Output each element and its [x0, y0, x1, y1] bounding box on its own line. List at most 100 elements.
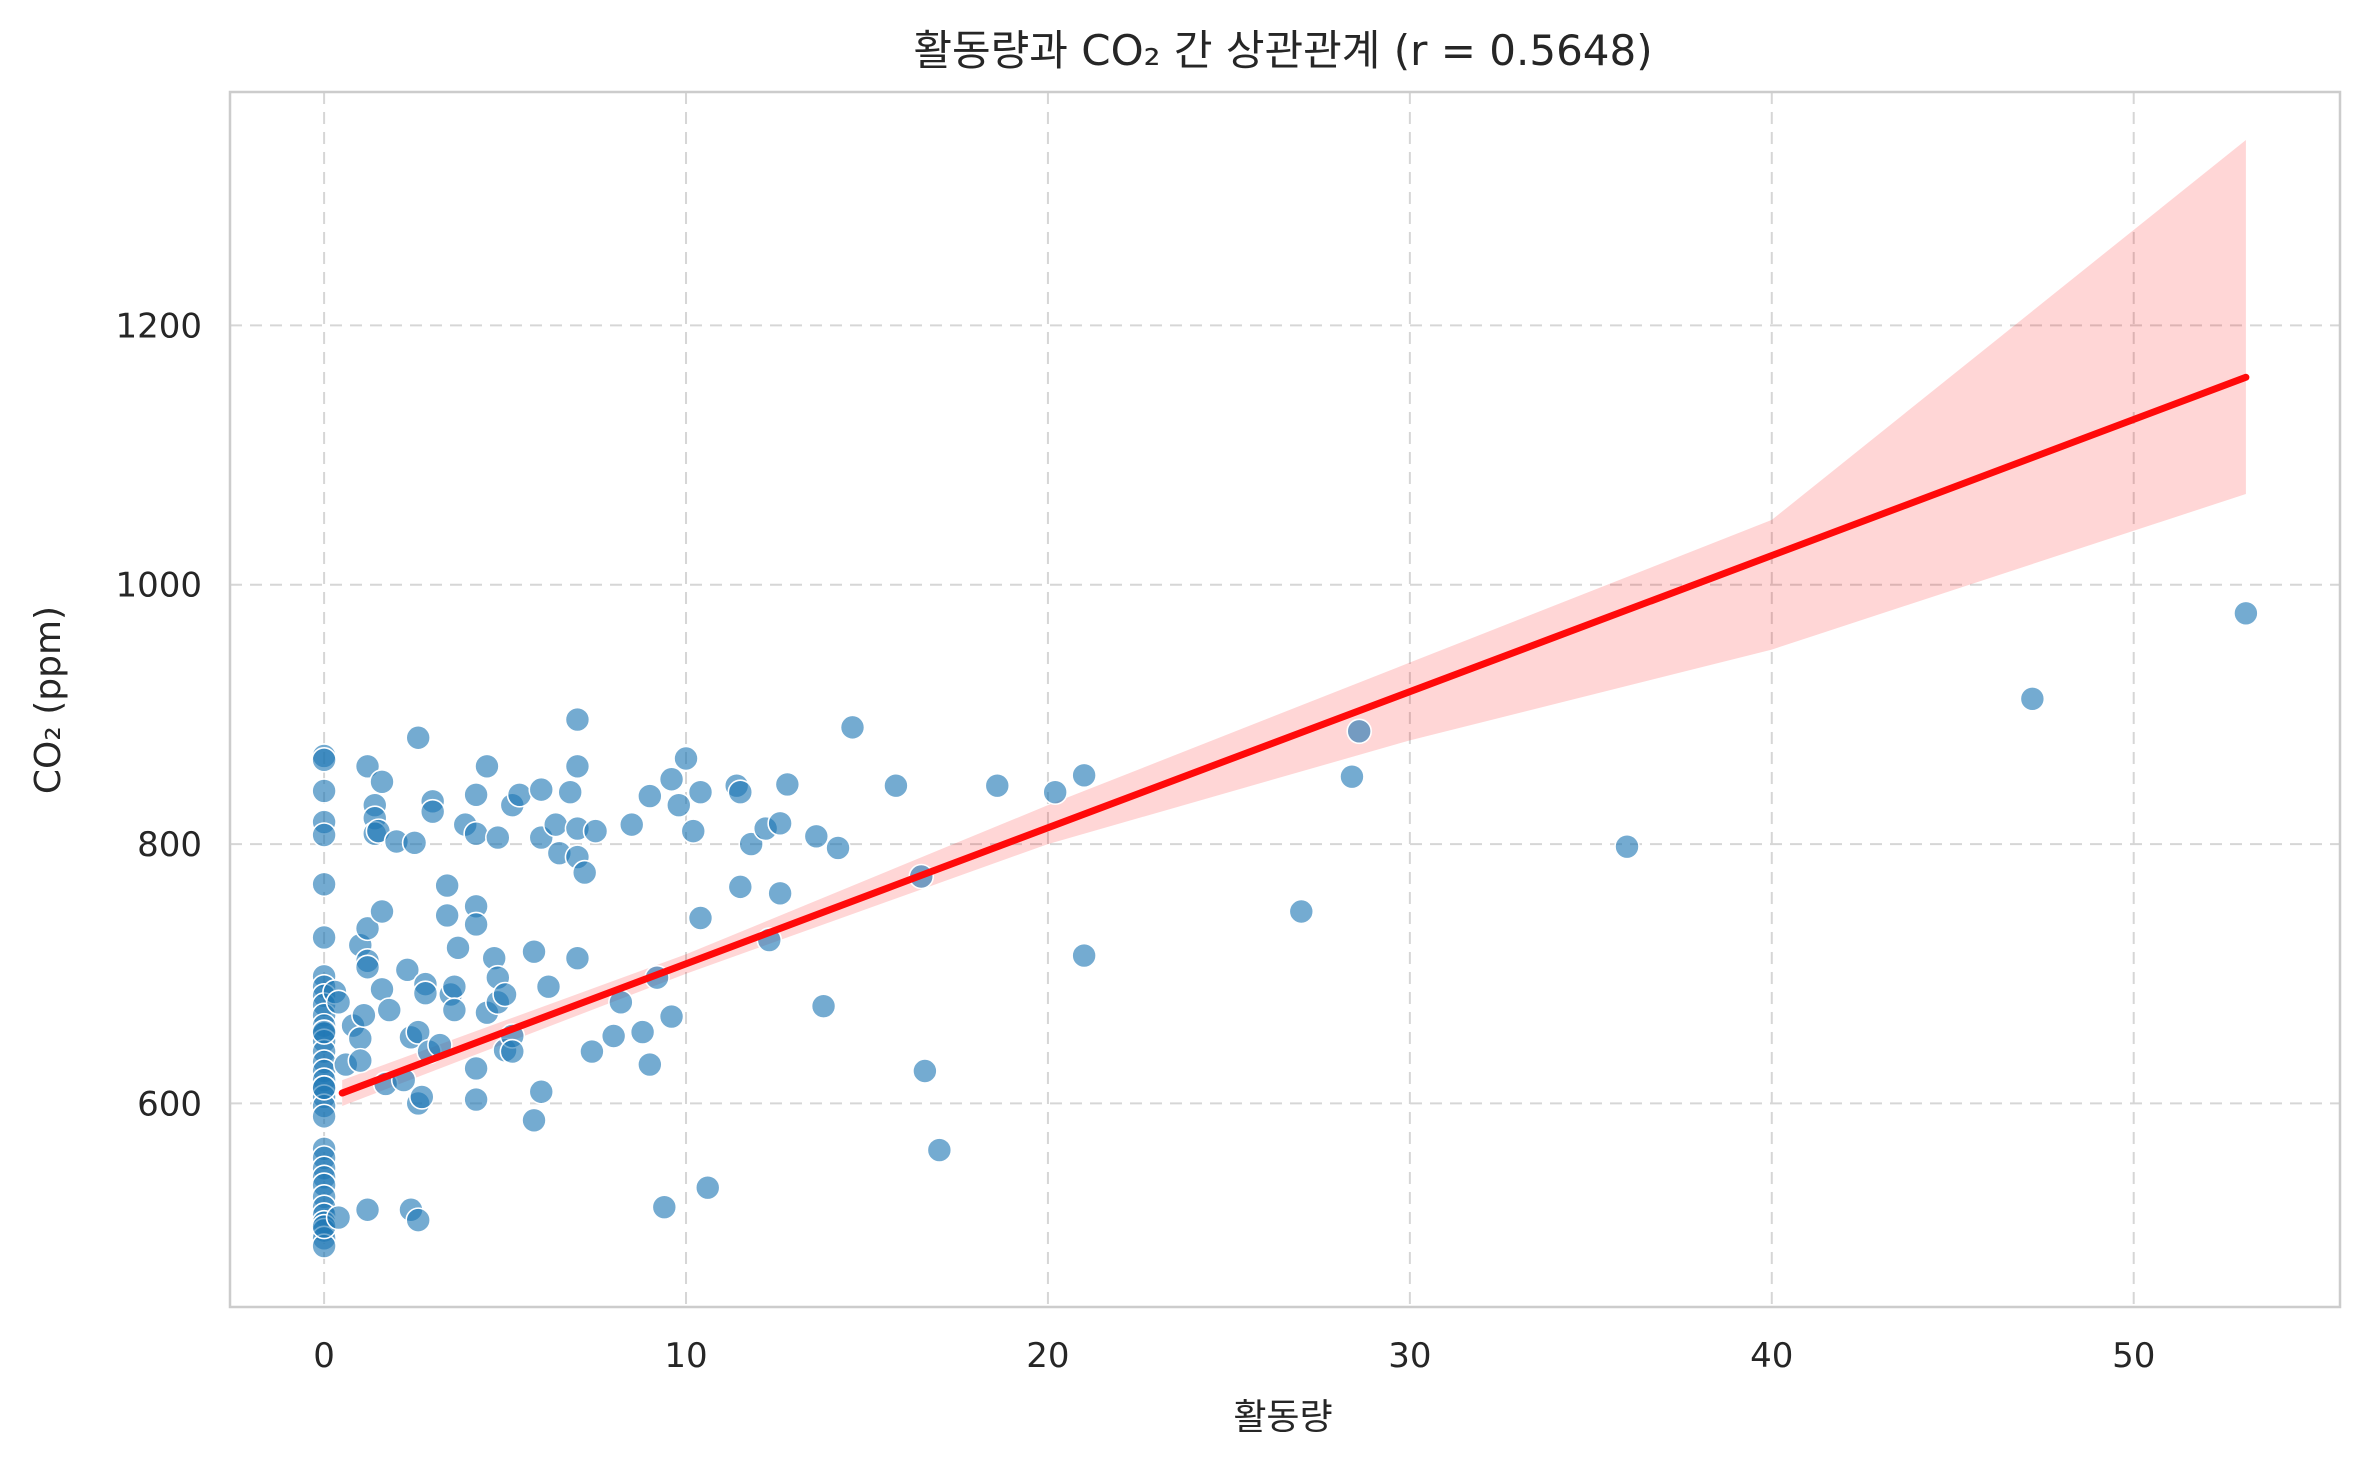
data-point — [557, 779, 584, 806]
data-point — [2019, 686, 2046, 712]
data-point — [600, 1023, 627, 1049]
data-point — [441, 997, 468, 1023]
data-point — [629, 1019, 656, 1045]
data-point — [311, 924, 337, 951]
data-point — [401, 829, 428, 856]
data-point — [535, 973, 562, 1000]
data-point — [492, 981, 518, 1008]
data-point — [441, 973, 468, 1000]
data-point — [687, 905, 714, 931]
y-tick-label: 1000 — [115, 566, 202, 606]
data-point — [369, 769, 395, 795]
x-tick-label: 50 — [2112, 1336, 2155, 1376]
data-point — [564, 753, 591, 780]
data-point — [528, 1078, 555, 1105]
data-point — [463, 1055, 489, 1082]
data-point — [376, 997, 403, 1023]
data-point — [521, 938, 547, 965]
data-point — [680, 818, 707, 844]
data-points — [311, 600, 2259, 1259]
data-point — [658, 1003, 685, 1030]
confidence-band — [342, 139, 2246, 1107]
data-point — [405, 724, 431, 751]
data-point — [2233, 600, 2259, 627]
data-point — [582, 818, 609, 844]
data-point — [665, 792, 692, 818]
data-point — [727, 779, 754, 806]
data-point — [1339, 763, 1365, 790]
data-point — [727, 874, 754, 900]
data-point — [637, 1051, 663, 1078]
data-point — [445, 935, 471, 961]
y-tick-label: 600 — [137, 1084, 202, 1124]
data-point — [506, 782, 533, 808]
data-point — [774, 771, 801, 798]
data-point — [542, 811, 569, 838]
data-point — [499, 1038, 526, 1065]
data-point — [463, 1086, 489, 1113]
data-point — [405, 1207, 431, 1233]
x-axis-label: 활동량 — [1233, 1397, 1332, 1438]
data-point — [803, 823, 830, 850]
data-point — [651, 1194, 678, 1220]
data-point — [767, 810, 793, 837]
y-tick-labels: 600 800 1000 1200 — [115, 306, 202, 1124]
data-point — [694, 1174, 721, 1201]
data-point — [912, 1058, 938, 1084]
plot-frame — [228, 90, 2342, 1309]
data-point — [463, 911, 489, 938]
data-point — [311, 1103, 337, 1130]
y-axis-label: CO₂ (ppm) — [28, 606, 69, 794]
data-point — [354, 915, 381, 942]
y-tick-label: 800 — [137, 825, 202, 865]
chart-title: 활동량과 CO₂ 간 상관관계 (r = 0.5648) — [913, 26, 1652, 75]
data-point — [926, 1137, 953, 1163]
data-point — [528, 776, 555, 803]
data-point — [1346, 718, 1372, 745]
data-point — [311, 822, 337, 848]
data-point — [571, 859, 598, 886]
data-point — [412, 980, 439, 1007]
data-point — [354, 954, 381, 981]
data-point — [521, 1107, 547, 1134]
data-point — [883, 772, 909, 799]
data-point — [409, 1084, 435, 1110]
x-tick-label: 30 — [1388, 1336, 1431, 1376]
data-point — [485, 824, 511, 851]
data-point — [325, 1204, 352, 1231]
grid — [230, 92, 2340, 1307]
data-point — [474, 753, 500, 780]
data-point — [311, 778, 337, 804]
data-point — [1288, 898, 1315, 925]
data-point — [579, 1038, 605, 1065]
regression-line-group — [338, 373, 2250, 1097]
data-point — [311, 1075, 337, 1101]
data-point — [673, 745, 699, 772]
data-point — [810, 993, 837, 1019]
data-point — [434, 872, 460, 899]
data-point — [618, 811, 645, 838]
data-point — [767, 880, 793, 907]
x-tick-label: 10 — [664, 1336, 707, 1376]
x-tick-labels: 0 10 20 30 40 50 — [313, 1336, 2155, 1376]
data-point — [463, 782, 489, 808]
y-tick-label: 1200 — [115, 306, 202, 346]
data-point — [1071, 762, 1097, 789]
data-point — [463, 820, 489, 847]
data-point — [351, 1002, 377, 1029]
data-point — [311, 1019, 337, 1045]
data-point — [839, 714, 866, 741]
data-point — [405, 1019, 431, 1045]
data-point — [325, 989, 352, 1016]
data-point — [687, 779, 714, 806]
data-point — [1071, 942, 1097, 969]
data-point — [311, 871, 337, 898]
confidence-band-area — [342, 139, 2246, 1107]
data-point — [311, 746, 337, 773]
data-point — [347, 1047, 374, 1074]
data-point — [564, 945, 591, 971]
data-point — [419, 798, 446, 825]
data-point — [658, 766, 685, 793]
data-point — [984, 772, 1011, 799]
